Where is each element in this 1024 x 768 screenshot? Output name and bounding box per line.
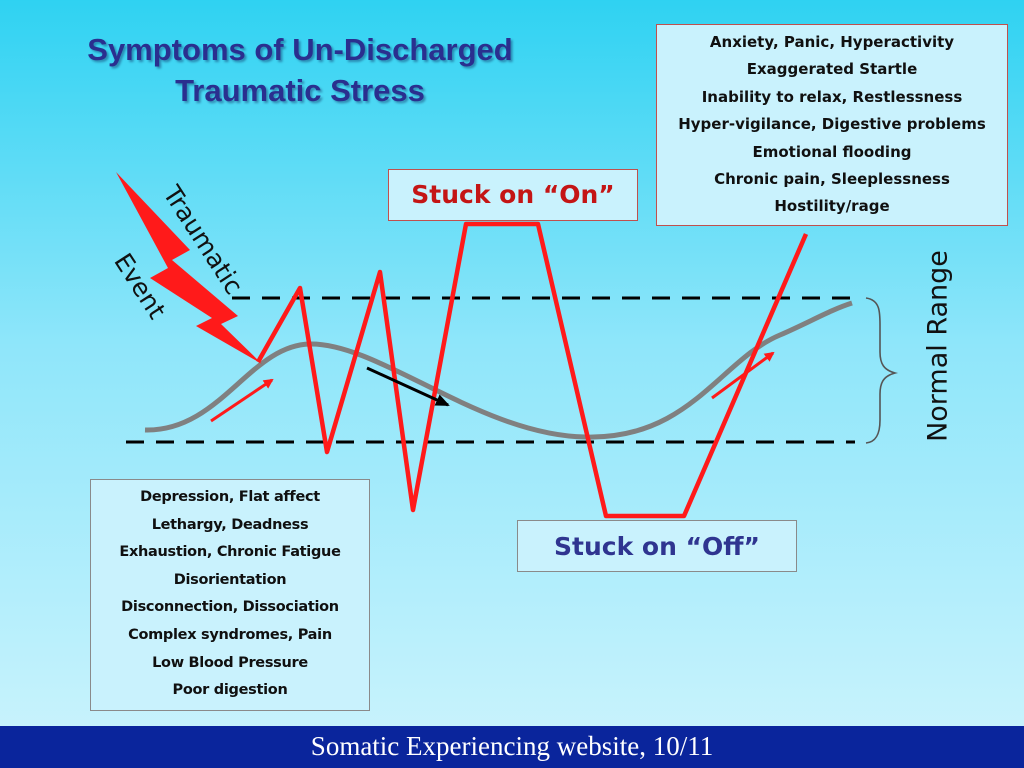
normal-wave-curve [144,300,853,440]
slide-title: Symptoms of Un-Discharged Traumatic Stre… [20,30,580,112]
activation-line [256,221,809,519]
rising-arrow-right [711,351,775,400]
symptom-item: Anxiety, Panic, Hyperactivity [709,33,955,51]
footer-bar: Somatic Experiencing website, 10/11 [0,726,1024,768]
descending-arrow [366,366,450,407]
footer-citation: Somatic Experiencing website, 10/11 [310,731,714,761]
symptom-item: Depression, Flat affect [140,489,320,505]
lightning-bolt-icon [116,172,262,364]
symptom-item: Emotional flooding [752,142,912,161]
normal-range-label: Normal Range [922,250,954,442]
symptom-item: Inability to relax, Restlessness [701,87,963,106]
symptom-item: Exaggerated Startle [746,60,918,79]
symptom-item: Poor digestion [172,682,288,699]
stuck-on-label: Stuck on “On” [388,169,638,221]
symptom-item: Chronic pain, Sleeplessness [714,170,950,189]
title-line-1: Symptoms of Un-Discharged [87,32,513,67]
hyperarousal-symptoms-box: Anxiety, Panic, Hyperactivity Exaggerate… [656,24,1008,226]
symptom-item: Hyper-vigilance, Digestive problems [678,115,986,134]
symptom-item: Complex syndromes, Pain [128,626,332,643]
hypoarousal-symptoms-box: Depression, Flat affect Lethargy, Deadne… [90,479,370,711]
normal-range-brace [865,297,899,444]
symptom-item: Lethargy, Deadness [151,516,309,533]
symptom-item: Hostility/rage [774,197,890,216]
rising-arrow-left [210,378,274,423]
symptom-item: Disconnection, Dissociation [121,599,339,616]
symptom-item: Low Blood Pressure [152,654,308,671]
title-line-2: Traumatic Stress [175,72,425,108]
symptom-item: Exhaustion, Chronic Fatigue [119,544,341,561]
symptom-item: Disorientation [173,571,287,588]
stuck-off-label: Stuck on “Off” [517,520,797,572]
